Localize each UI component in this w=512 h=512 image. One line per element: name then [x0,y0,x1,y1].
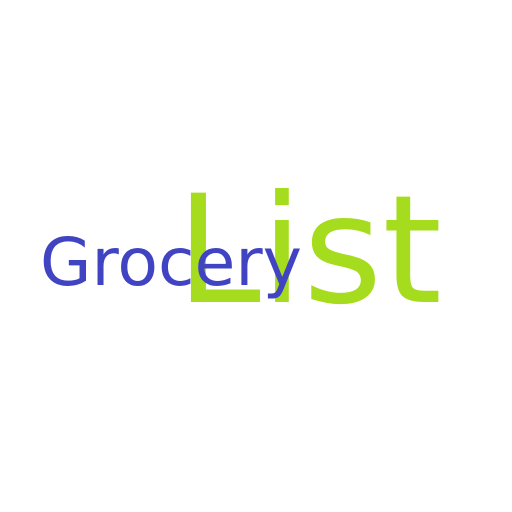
grocery-word: Grocery [40,224,302,301]
list-word: List [176,164,442,338]
